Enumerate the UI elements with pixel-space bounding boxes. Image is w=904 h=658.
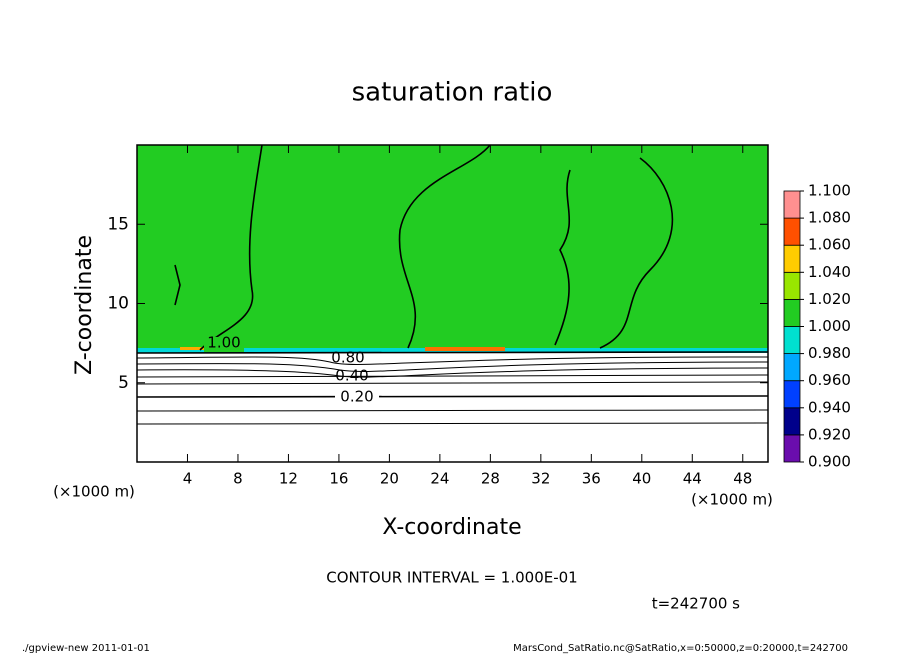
colorbar-label: 0.960 (808, 371, 851, 389)
x-tick-label: 20 (380, 470, 399, 488)
contour-line (136, 409, 769, 412)
x-tick-label: 8 (233, 470, 243, 488)
x-tick-label: 28 (481, 470, 500, 488)
colorbar-bin (783, 326, 801, 355)
colorbar-label: 0.980 (808, 344, 851, 362)
contour-line (174, 264, 181, 306)
contour-line (398, 144, 491, 349)
x-tick-label: 12 (279, 470, 298, 488)
colorbar-label: 1.020 (808, 290, 851, 308)
contour-label: 0.20 (340, 388, 373, 406)
x-tick-label: 40 (632, 470, 651, 488)
saturated-region (137, 145, 768, 353)
colorbar-label: 0.920 (808, 425, 851, 443)
colorbar-label: 0.900 (808, 453, 851, 471)
contour-line (136, 351, 769, 354)
x-tick-label: 4 (183, 470, 193, 488)
contour-line (599, 157, 674, 349)
colorbar-bin (783, 353, 801, 382)
contour-line (136, 381, 769, 385)
contour-line (136, 395, 769, 398)
footer-right: MarsCond_SatRatio.nc@SatRatio,x=0:50000,… (513, 643, 848, 654)
x-tick-label: 16 (329, 470, 348, 488)
contour-label: 1.00 (207, 334, 240, 352)
x-unit: (×1000 m) (53, 483, 135, 501)
time-label: t=242700 s (652, 595, 740, 613)
colorbar-bin (783, 298, 801, 327)
contour-line (136, 367, 769, 378)
x-tick-label: 24 (430, 470, 449, 488)
boundary-band (425, 347, 505, 351)
x-tick-label: 44 (683, 470, 702, 488)
x-tick-label: 36 (582, 470, 601, 488)
y-tick-label: 5 (118, 373, 129, 393)
chart-title: saturation ratio (352, 78, 553, 108)
label-bg (335, 389, 379, 404)
field: 1.00 0.80 0.40 0.20 (136, 144, 769, 462)
contour-line (199, 144, 263, 351)
colorbar-bin (783, 434, 801, 463)
colorbar-bin (783, 407, 801, 436)
colorbar-label: 1.100 (808, 182, 851, 200)
contour-line (136, 422, 769, 425)
contour-label: 0.80 (331, 349, 364, 367)
colorbar-label: 0.940 (808, 398, 851, 416)
colorbar-bin (783, 244, 801, 273)
x-tick-label: 48 (733, 470, 752, 488)
x-unit: (×1000 m) (691, 491, 773, 509)
label-bg (204, 337, 244, 352)
colorbar-bin (783, 380, 801, 409)
y-tick-label: 15 (107, 214, 129, 234)
unsaturated-region (137, 353, 768, 462)
colorbar-label: 1.040 (808, 263, 851, 281)
contour-label: 0.40 (335, 367, 368, 385)
contour-line (136, 361, 769, 372)
x-axis-label: X-coordinate (382, 515, 521, 540)
colorbar-bin (783, 217, 801, 246)
x-tick-label: 32 (531, 470, 550, 488)
annotation: CONTOUR INTERVAL = 1.000E-01 (326, 569, 577, 587)
y-tick-label: 10 (107, 294, 129, 314)
contour-line (136, 356, 769, 365)
contour-line (136, 374, 769, 378)
boundary-band (180, 347, 220, 350)
contour-line (554, 169, 571, 346)
y-axis-label: Z-coordinate (72, 235, 97, 375)
colorbar-label: 1.060 (808, 236, 851, 254)
colorbar-bin (783, 190, 801, 219)
colorbar-label: 1.080 (808, 209, 851, 227)
colorbar-label: 1.000 (808, 317, 851, 335)
colorbar-bin (783, 271, 801, 300)
footer-left: ./gpview-new 2011-01-01 (22, 643, 150, 654)
